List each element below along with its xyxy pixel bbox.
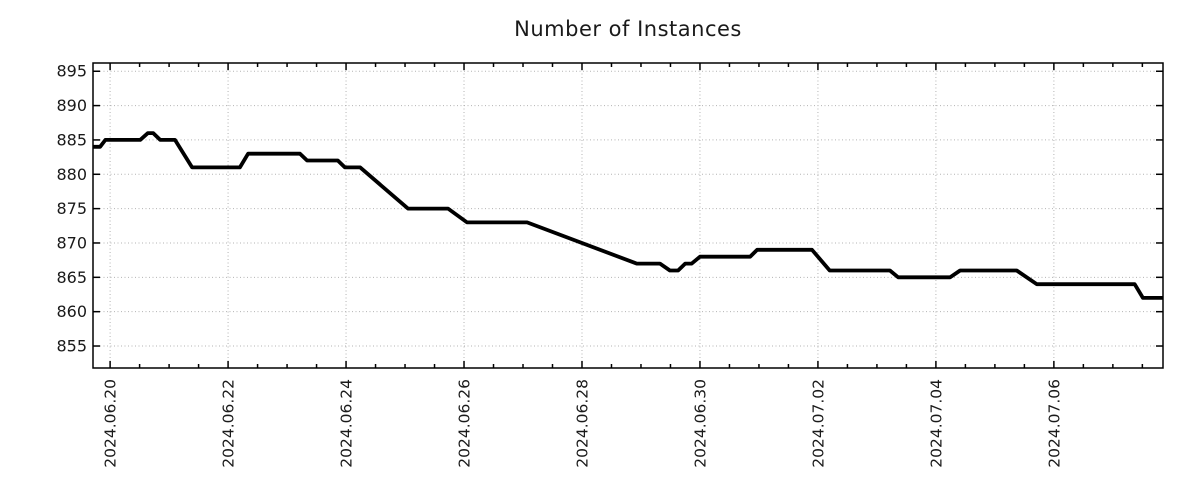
y-tick-label: 875 — [56, 199, 87, 218]
plot-border — [92, 62, 1164, 369]
x-tick-label: 2024.06.30 — [691, 379, 709, 468]
y-tick-label: 880 — [56, 165, 87, 184]
y-tick-label: 895 — [56, 62, 87, 81]
chart-title: Number of Instances — [514, 17, 742, 41]
x-tick-label: 2024.07.06 — [1045, 379, 1063, 468]
series-line — [93, 131, 1163, 300]
y-tick-label: 865 — [56, 268, 87, 287]
y-tick-label: 885 — [56, 130, 87, 149]
x-tick-label: 2024.07.02 — [809, 379, 827, 468]
x-tick-label: 2024.06.28 — [573, 379, 591, 468]
x-tick-label: 2024.07.04 — [927, 379, 945, 468]
y-tick-label: 890 — [56, 96, 87, 115]
x-tick-label: 2024.06.20 — [102, 379, 120, 468]
y-tick-label: 855 — [56, 337, 87, 356]
x-tick-label: 2024.06.26 — [456, 379, 474, 468]
y-tick-label: 870 — [56, 233, 87, 252]
x-tick-label: 2024.06.24 — [338, 379, 356, 468]
y-tick-label: 860 — [56, 302, 87, 321]
x-tick-label: 2024.06.22 — [220, 379, 238, 468]
